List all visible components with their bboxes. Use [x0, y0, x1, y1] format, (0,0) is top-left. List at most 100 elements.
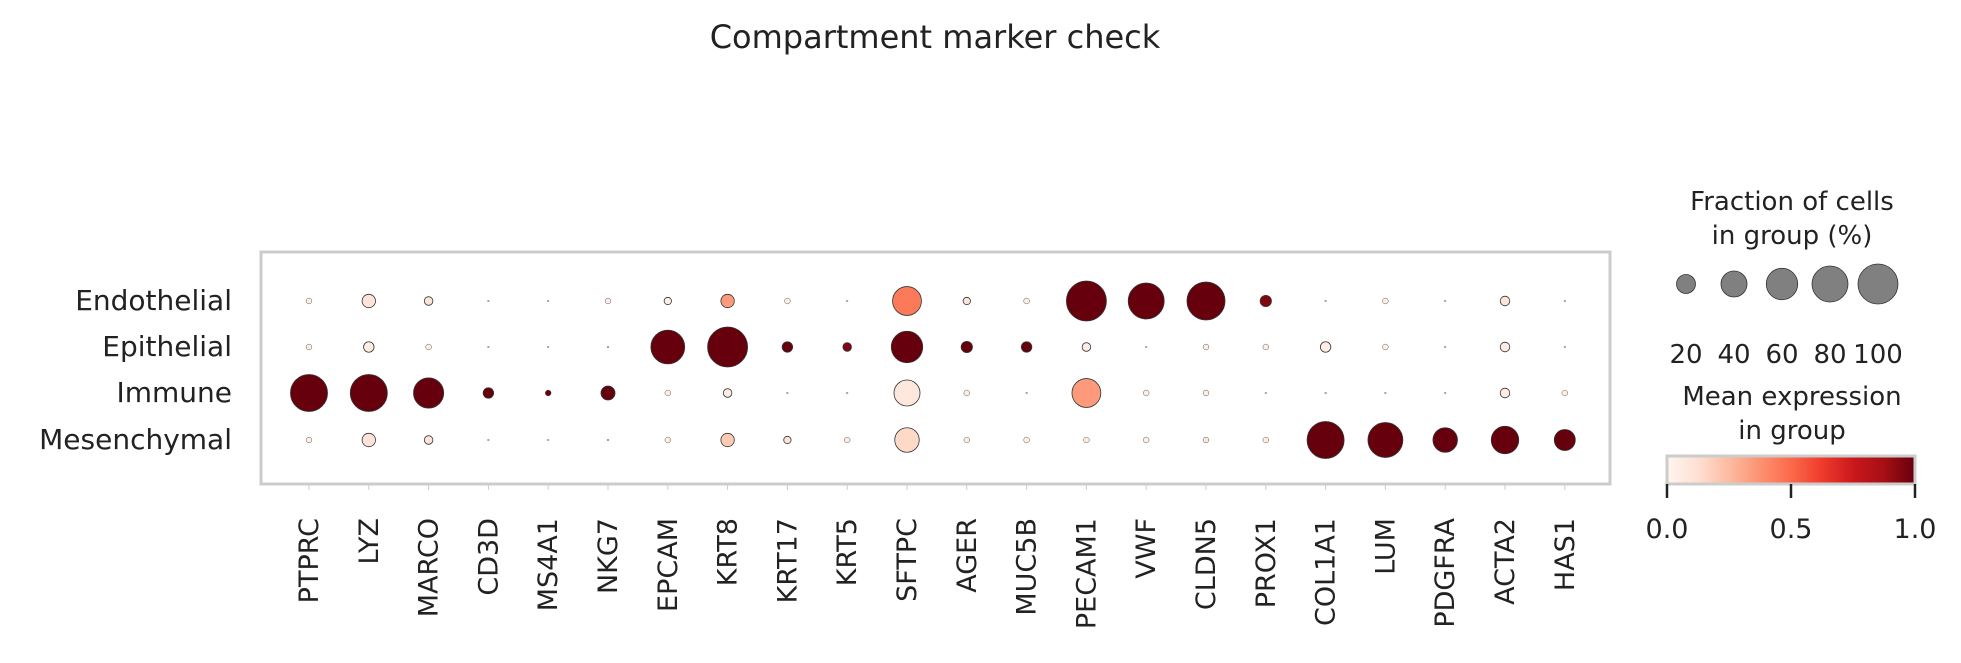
dot-endothelial-col1a1 — [1324, 300, 1327, 303]
dot-endothelial-cldn5 — [1186, 281, 1226, 321]
group-label-immune: Immune — [116, 376, 232, 409]
dot-epithelial-sftpc — [890, 330, 924, 364]
dot-mesenchymal-muc5b — [1023, 436, 1030, 444]
gene-label-krt5: KRT5 — [832, 518, 863, 586]
group-labels: Endothelial Epithelial Immune Mesenchymal — [39, 284, 232, 456]
gene-labels: PTPRC LYZ MARCO CD3D MS4A1 NKG7 EPCAM KRT8 KRT17… — [294, 484, 1581, 629]
dot-immune-krt5 — [846, 392, 849, 395]
dot-endothelial-nkg7 — [604, 297, 612, 305]
dot-immune-ms4a1 — [545, 389, 552, 397]
dot-endothelial-sftpc — [892, 286, 922, 316]
chart-title: Compartment marker check — [710, 18, 1161, 56]
dot-mesenchymal-sftpc — [894, 427, 920, 453]
size-legend-title-line1: Fraction of cells — [1690, 187, 1894, 217]
dot-mesenchymal-cldn5 — [1202, 436, 1210, 444]
dot-epithelial-prox1 — [1262, 343, 1269, 351]
dot-endothelial-krt17 — [784, 297, 791, 305]
dot-endothelial-cd3d — [487, 300, 490, 303]
gene-label-ager: AGER — [952, 518, 983, 593]
dot-epithelial-cldn5 — [1202, 343, 1210, 351]
dot-immune-pecam1 — [1071, 378, 1102, 408]
size-legend-title-line2: in group (%) — [1712, 221, 1873, 251]
gene-label-muc5b: MUC5B — [1012, 518, 1043, 616]
dot-mesenchymal-acta2 — [1490, 425, 1520, 455]
dot-epithelial-krt5 — [842, 342, 852, 352]
dot-mesenchymal-pdgfra — [1432, 427, 1458, 453]
dot-mesenchymal-epcam — [664, 436, 671, 444]
size-legend-dots: 20 40 60 80 100 — [1669, 263, 1903, 370]
gene-label-pdgfra: PDGFRA — [1430, 517, 1461, 627]
dot-endothelial-acta2 — [1499, 295, 1511, 307]
dot-mesenchymal-prox1 — [1262, 436, 1269, 444]
dot-endothelial-prox1 — [1259, 294, 1272, 308]
dot-endothelial-pdgfra — [1444, 300, 1447, 303]
dot-epithelial-vwf — [1145, 346, 1148, 349]
group-label-epithelial: Epithelial — [102, 330, 232, 363]
group-label-mesenchymal: Mesenchymal — [39, 423, 232, 456]
size-legend: Fraction of cells in group (%) 20 40 60 80 1… — [1669, 187, 1902, 370]
size-legend-label-80: 80 — [1813, 340, 1846, 370]
dot-endothelial-krt5 — [846, 300, 849, 303]
dot-immune-vwf — [1143, 389, 1150, 397]
gene-label-pecam1: PECAM1 — [1071, 518, 1102, 629]
dot-grid — [290, 280, 1576, 459]
gene-label-acta2: ACTA2 — [1490, 518, 1521, 605]
dot-epithelial-ager — [960, 340, 973, 354]
dot-mesenchymal-col1a1 — [1306, 421, 1345, 459]
dot-epithelial-epcam — [650, 329, 686, 365]
size-legend-dot-20 — [1676, 274, 1696, 294]
dot-mesenchymal-ager — [963, 436, 970, 444]
dot-immune-epcam — [664, 389, 671, 397]
dot-immune-prox1 — [1264, 392, 1267, 395]
gene-label-prox1: PROX1 — [1251, 518, 1282, 608]
dot-epithelial-acta2 — [1499, 341, 1511, 353]
gene-label-marco: MARCO — [414, 518, 445, 617]
size-legend-label-40: 40 — [1717, 340, 1750, 370]
dot-mesenchymal-krt8 — [720, 432, 735, 448]
gene-label-vwf: VWF — [1131, 518, 1162, 579]
dot-immune-krt17 — [786, 392, 789, 395]
size-legend-dot-40 — [1720, 270, 1748, 298]
dot-mesenchymal-nkg7 — [607, 439, 610, 442]
gene-label-lyz: LYZ — [354, 518, 385, 564]
dot-immune-ptprc — [290, 374, 328, 412]
dot-epithelial-nkg7 — [607, 346, 610, 349]
dot-immune-muc5b — [1025, 392, 1028, 395]
dot-mesenchymal-lyz — [361, 432, 376, 448]
dot-mesenchymal-cd3d — [487, 439, 490, 442]
colorbar-tick-label-2: 1.0 — [1894, 514, 1937, 545]
color-legend: Mean expression in group 0.0 0.5 1.0 — [1646, 382, 1937, 545]
gene-label-has1: HAS1 — [1550, 518, 1581, 591]
gene-label-ms4a1: MS4A1 — [533, 518, 564, 611]
colorbar-tick-label-0: 0.0 — [1646, 514, 1689, 545]
gene-label-krt17: KRT17 — [772, 518, 803, 603]
dot-epithelial-pecam1 — [1081, 342, 1092, 352]
dot-epithelial-lyz — [363, 341, 375, 353]
dot-immune-has1 — [1561, 389, 1568, 397]
dot-immune-krt8 — [722, 388, 733, 398]
dot-endothelial-muc5b — [1023, 297, 1030, 305]
colorbar — [1665, 454, 1917, 486]
gene-label-cldn5: CLDN5 — [1191, 518, 1222, 610]
dot-endothelial-epcam — [663, 296, 672, 306]
dot-mesenchymal-marco — [423, 435, 434, 445]
dot-immune-nkg7 — [600, 385, 616, 401]
dot-immune-marco — [413, 377, 445, 409]
dot-endothelial-lyz — [361, 293, 376, 309]
dot-endothelial-lum — [1382, 297, 1389, 305]
dot-epithelial-col1a1 — [1319, 341, 1332, 353]
dot-immune-ager — [963, 389, 970, 397]
dot-epithelial-ms4a1 — [547, 346, 550, 349]
dot-immune-cd3d — [482, 387, 495, 399]
dot-endothelial-has1 — [1563, 300, 1566, 303]
colorbar-ticks: 0.0 0.5 1.0 — [1646, 484, 1937, 545]
dot-epithelial-krt8 — [707, 326, 748, 368]
dot-epithelial-lum — [1382, 343, 1389, 351]
dot-epithelial-ptprc — [305, 343, 313, 351]
dot-endothelial-marco — [423, 296, 434, 306]
dot-epithelial-krt17 — [781, 341, 794, 353]
dot-mesenchymal-ms4a1 — [547, 439, 550, 442]
size-legend-label-20: 20 — [1669, 340, 1702, 370]
dot-epithelial-pdgfra — [1444, 346, 1447, 349]
